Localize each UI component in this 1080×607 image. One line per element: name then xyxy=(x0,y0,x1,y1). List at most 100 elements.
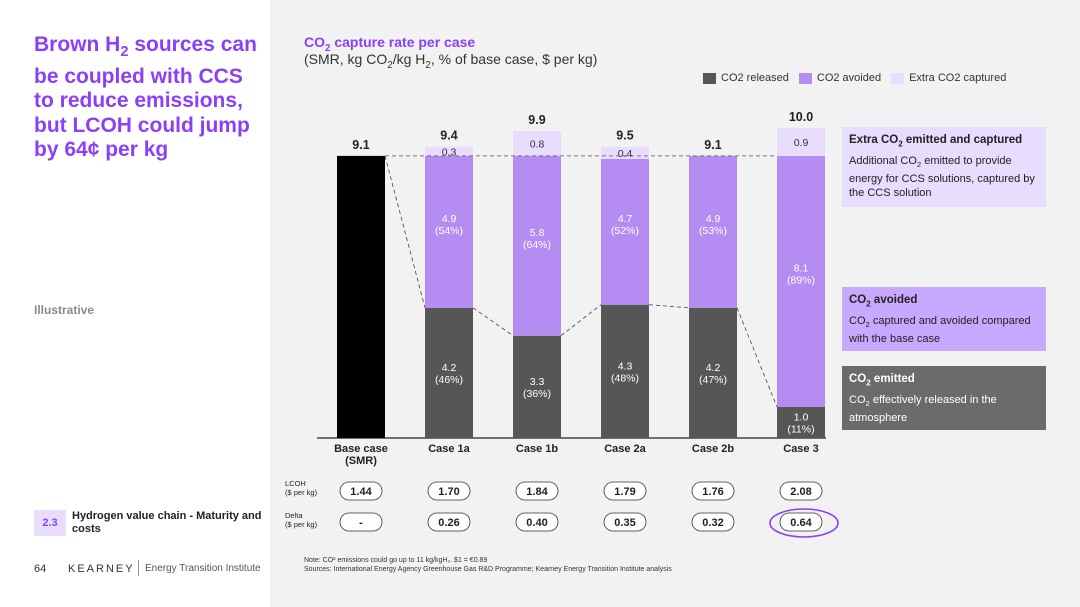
bar-segment-extra xyxy=(425,146,473,156)
bar-segment-avoided xyxy=(513,155,561,336)
lcoh-pill xyxy=(779,481,823,501)
legend-item-extra: Extra CO2 captured xyxy=(891,72,1006,84)
data-label-released: 4.2 (46%) xyxy=(435,362,463,386)
connector-line xyxy=(384,155,426,308)
bar-segment-avoided xyxy=(601,159,649,305)
lcoh-pill xyxy=(339,481,383,501)
bar-segment-extra xyxy=(513,131,561,156)
x-tick-label: Case 1a xyxy=(428,443,470,455)
delta-value: 0.26 xyxy=(438,517,459,529)
data-label-extra: 0.9 xyxy=(794,137,809,149)
x-tick-label: Case 3 xyxy=(783,443,818,455)
delta-highlight-circle xyxy=(769,508,839,538)
callout-emitted-body: CO2 effectively released in the atmosphe… xyxy=(849,394,997,425)
lcoh-value: 1.84 xyxy=(526,486,548,498)
data-label-extra: 0.4 xyxy=(618,148,633,160)
connector-line xyxy=(560,304,602,337)
lcoh-pill xyxy=(427,481,471,501)
lcoh-row-label: LCOH ($ per kg) xyxy=(285,479,318,497)
legend-item-avoided: CO2 avoided xyxy=(798,72,882,84)
brand-divider xyxy=(138,560,139,576)
bar-segment-extra xyxy=(777,128,825,156)
institute-name: Energy Transition Institute xyxy=(145,563,261,574)
chart-title: CO2 capture rate per case xyxy=(304,34,476,54)
bar-segment-released xyxy=(777,407,825,438)
note-line: Note: CO² emissions could go up to 11 kg… xyxy=(304,557,488,564)
lcoh-pill xyxy=(603,481,647,501)
legend-swatch-avoided xyxy=(798,72,812,84)
lcoh-value: 2.08 xyxy=(790,486,811,498)
connector-line xyxy=(472,307,514,337)
brand-logo: KEARNEY xyxy=(68,563,135,575)
chart-subtitle: (SMR, kg CO2/kg H2, % of base case, $ pe… xyxy=(304,51,598,71)
callout-co2-avoided: CO2 avoided CO2 captured and avoided com… xyxy=(842,287,1046,351)
callout-avoided-body: CO2 captured and avoided compared with t… xyxy=(849,315,1031,346)
x-tick-label: Case 2b xyxy=(692,443,734,455)
data-label-avoided: 4.9 (53%) xyxy=(699,213,727,237)
section-label[interactable]: Hydrogen value chain - Maturity and cost… xyxy=(72,510,262,535)
delta-value: 0.64 xyxy=(790,517,812,529)
callout-extra-co2: Extra CO2 emitted and captured Additiona… xyxy=(842,127,1046,207)
lcoh-pill xyxy=(691,481,735,501)
delta-pill xyxy=(691,512,735,532)
bar-segment-released xyxy=(425,307,473,438)
delta-pill xyxy=(339,512,383,532)
x-tick-label: Base case (SMR) xyxy=(334,443,388,467)
callout-extra-body: Additional CO2 emitted to provide energy… xyxy=(849,155,1035,200)
x-tick-label: Case 1b xyxy=(516,443,558,455)
x-tick-label: Case 2a xyxy=(604,443,646,455)
data-label-released: 4.2 (47%) xyxy=(699,362,727,386)
lcoh-value: 1.76 xyxy=(702,486,723,498)
section-number-badge[interactable]: 2.3 xyxy=(34,510,66,536)
bar-segment-released xyxy=(601,304,649,438)
chart-legend: CO2 released CO2 avoided Extra CO2 captu… xyxy=(703,72,1006,84)
data-label-total: 9.1 xyxy=(704,138,721,152)
bar-segment-avoided xyxy=(777,155,825,407)
delta-value: - xyxy=(359,517,363,529)
sources-line: Sources: International Energy Agency Gre… xyxy=(304,566,672,573)
connector-line xyxy=(736,307,778,408)
delta-value: 0.40 xyxy=(526,517,547,529)
legend-label-extra: Extra CO2 captured xyxy=(909,72,1007,84)
data-label-avoided: 5.8 (64%) xyxy=(523,227,551,251)
chart-notes: Note: CO² emissions could go up to 11 kg… xyxy=(304,556,672,574)
page-headline: Brown H2 sources can be coupled with CCS… xyxy=(34,33,257,162)
lcoh-value: 1.44 xyxy=(350,486,372,498)
bar-segment-avoided xyxy=(425,155,473,308)
callout-extra-title: Extra CO2 emitted and captured xyxy=(849,134,1023,149)
delta-row-label: Delta ($ per kg) xyxy=(285,511,318,529)
bar-segment-avoided xyxy=(689,155,737,308)
bar-segment-released xyxy=(513,335,561,438)
data-label-extra: 0.8 xyxy=(530,139,545,151)
data-label-released: 4.3 (48%) xyxy=(611,360,639,384)
lcoh-value: 1.79 xyxy=(614,486,635,498)
data-label-released: 3.3 (36%) xyxy=(523,376,551,400)
callout-avoided-title: CO2 avoided xyxy=(849,294,918,309)
connector-line xyxy=(648,304,690,309)
left-panel xyxy=(0,0,270,607)
legend-item-released: CO2 released xyxy=(703,72,789,84)
legend-label-avoided: CO2 avoided xyxy=(816,72,882,84)
page-number: 64 xyxy=(34,563,47,575)
callout-emitted-title: CO2 emitted xyxy=(849,373,915,388)
data-label-released: 1.0 (11%) xyxy=(787,412,814,436)
data-label-avoided: 4.7 (52%) xyxy=(611,213,639,237)
delta-pill xyxy=(603,512,647,532)
data-label-extra: 0.3 xyxy=(442,146,457,158)
illustrative-label: Illustrative xyxy=(34,303,95,317)
data-label-avoided: 4.9 (54%) xyxy=(435,213,463,237)
data-label-total: 9.9 xyxy=(528,113,545,127)
data-label-total: 9.1 xyxy=(352,138,369,152)
delta-pill xyxy=(779,512,823,532)
legend-swatch-released xyxy=(703,72,716,84)
bar-segment-released xyxy=(689,307,737,438)
data-label-total: 10.0 xyxy=(789,110,813,124)
delta-value: 0.32 xyxy=(702,517,723,529)
data-label-total: 9.5 xyxy=(616,129,633,143)
callout-co2-emitted: CO2 emitted CO2 effectively released in … xyxy=(842,366,1046,430)
lcoh-pill xyxy=(515,481,559,501)
bar-base-case xyxy=(337,155,385,438)
legend-swatch-extra xyxy=(891,72,905,84)
lcoh-value: 1.70 xyxy=(438,486,459,498)
